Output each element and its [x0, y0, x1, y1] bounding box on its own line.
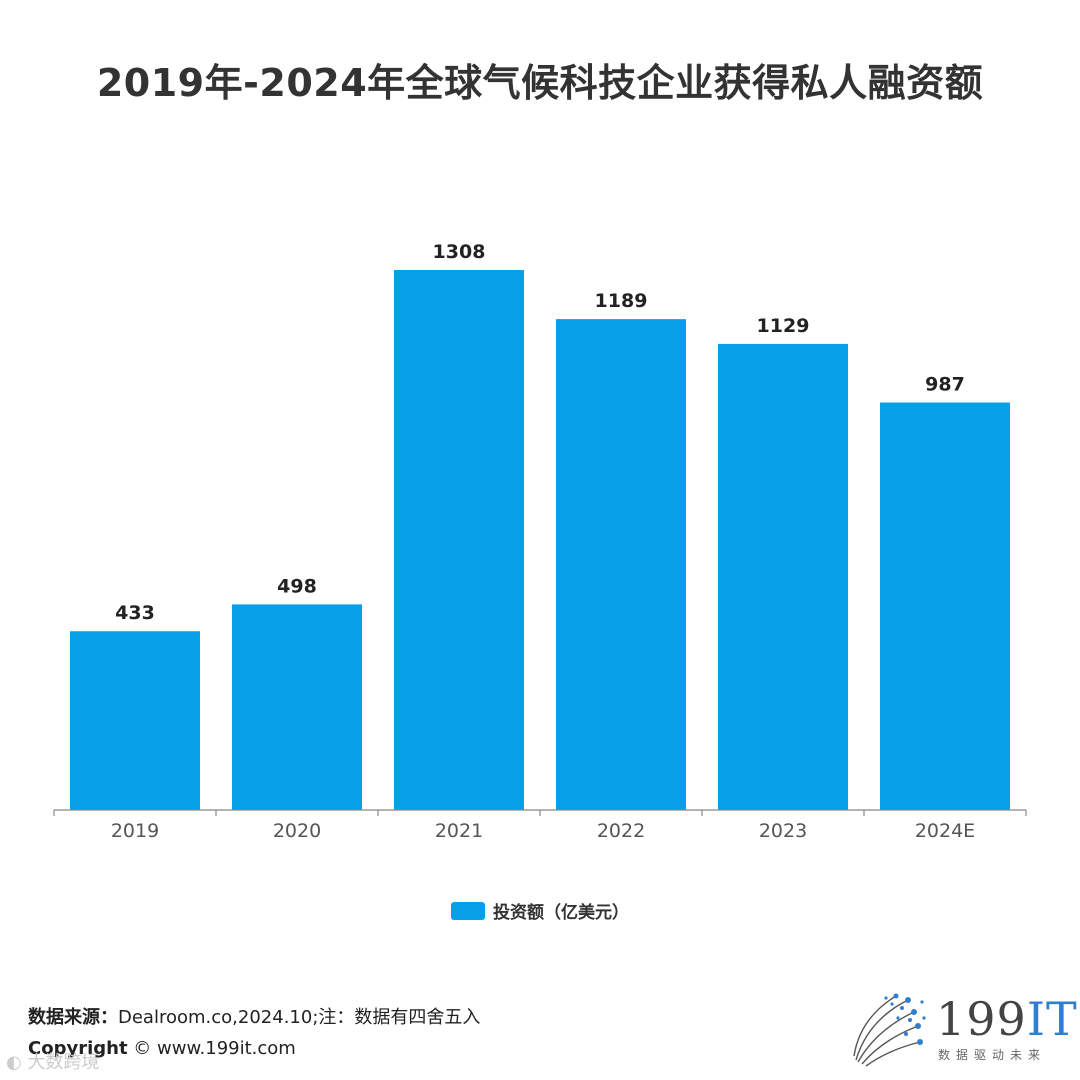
data-label-2024E: 987	[925, 374, 965, 396]
data-label-2019: 433	[115, 602, 155, 624]
copyright-text: © www.199it.com	[133, 1038, 296, 1059]
brand-name: 199IT	[936, 992, 1078, 1046]
watermark-text: 大数跨境	[27, 1052, 100, 1073]
bar-2022	[556, 319, 686, 810]
x-tick-label-2021: 2021	[435, 820, 483, 842]
legend: 投资额（亿美元）	[0, 898, 1080, 923]
bar-chart: 433 2019 498 2020 1308 2021 1189 2022 1129 2023 98…	[53, 241, 1027, 842]
data-label-2021: 1308	[433, 241, 486, 263]
x-tick-label-2022: 2022	[597, 820, 645, 842]
watermark: ◐ 大数跨境	[6, 1048, 99, 1074]
source-text: Dealroom.co,2024.10;注：数据有四舍五入	[118, 1007, 481, 1028]
data-label-2023: 1129	[757, 315, 810, 337]
data-source: 数据来源：Dealroom.co,2024.10;注：数据有四舍五入	[28, 1003, 480, 1029]
chart-title: 2019年-2024年全球气候科技企业获得私人融资额	[96, 61, 984, 105]
x-tick-label-2020: 2020	[273, 820, 321, 842]
brand-logo: 199IT 数据驱动未来	[848, 990, 1077, 1070]
source-label: 数据来源：	[28, 1007, 118, 1028]
x-tick-label-2024E: 2024E	[915, 820, 975, 842]
watermark-logo-icon: ◐	[6, 1052, 28, 1073]
data-label-2020: 498	[277, 575, 317, 597]
copyright: Copyright © www.199it.com	[28, 1038, 296, 1059]
legend-label: 投资额（亿美元）	[493, 903, 629, 923]
dot-sphere-logo-icon	[853, 993, 926, 1067]
data-label-2022: 1189	[595, 290, 648, 312]
bar-2019	[70, 631, 200, 810]
copyright-label: Copyright	[28, 1038, 128, 1059]
x-tick-label-2023: 2023	[759, 820, 807, 842]
bar-2024E	[880, 402, 1010, 810]
x-tick-label-2019: 2019	[111, 820, 159, 842]
brand-tagline: 数据驱动未来	[938, 1048, 1047, 1062]
bar-2021	[394, 270, 524, 810]
legend-swatch	[451, 901, 485, 920]
bar-2020	[232, 604, 362, 810]
bar-2023	[718, 343, 848, 810]
